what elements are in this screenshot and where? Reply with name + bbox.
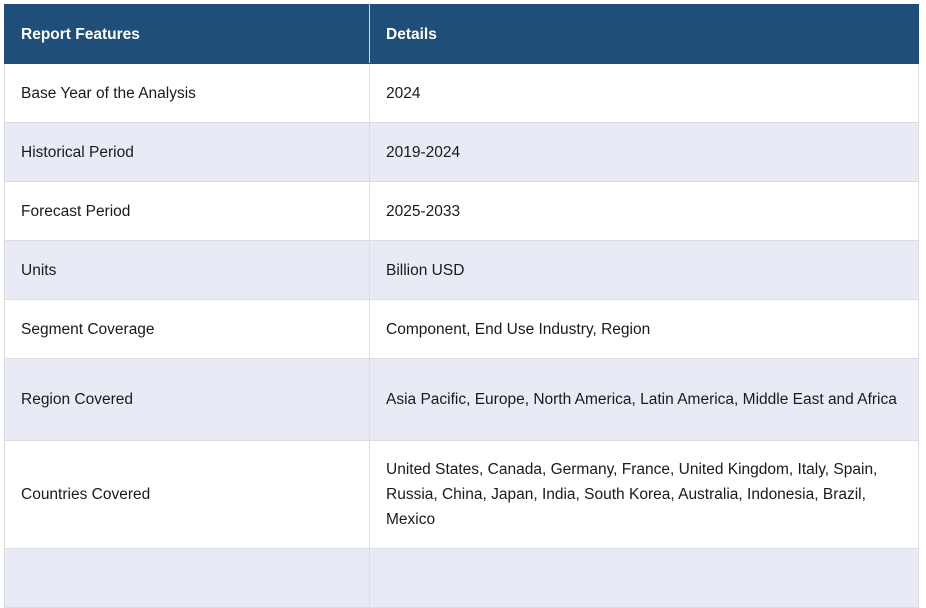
feature-cell: Units — [4, 240, 370, 300]
table-row: Countries Covered United States, Canada,… — [4, 440, 919, 549]
report-features-table: Report Features Details Base Year of the… — [4, 4, 919, 608]
feature-cell: Segment Coverage — [4, 299, 370, 359]
table-row: Base Year of the Analysis 2024 — [4, 63, 919, 123]
details-cell: 2019-2024 — [369, 122, 919, 182]
details-cell: Asia Pacific, Europe, North America, Lat… — [369, 358, 919, 441]
details-cell: United States, Canada, Germany, France, … — [369, 440, 919, 549]
header-details: Details — [369, 4, 919, 64]
table-row: Region Covered Asia Pacific, Europe, Nor… — [4, 358, 919, 441]
details-cell: 2024 — [369, 63, 919, 123]
table-row: Forecast Period 2025-2033 — [4, 181, 919, 241]
table-row-partial — [4, 548, 919, 608]
header-report-features: Report Features — [4, 4, 370, 64]
details-cell: Billion USD — [369, 240, 919, 300]
table-header-row: Report Features Details — [4, 4, 919, 64]
table-row: Historical Period 2019-2024 — [4, 122, 919, 182]
details-cell — [369, 548, 919, 608]
table-row: Units Billion USD — [4, 240, 919, 300]
feature-cell: Base Year of the Analysis — [4, 63, 370, 123]
details-cell: Component, End Use Industry, Region — [369, 299, 919, 359]
feature-cell: Countries Covered — [4, 440, 370, 549]
table-row: Segment Coverage Component, End Use Indu… — [4, 299, 919, 359]
feature-cell — [4, 548, 370, 608]
details-cell: 2025-2033 — [369, 181, 919, 241]
feature-cell: Forecast Period — [4, 181, 370, 241]
feature-cell: Historical Period — [4, 122, 370, 182]
feature-cell: Region Covered — [4, 358, 370, 441]
